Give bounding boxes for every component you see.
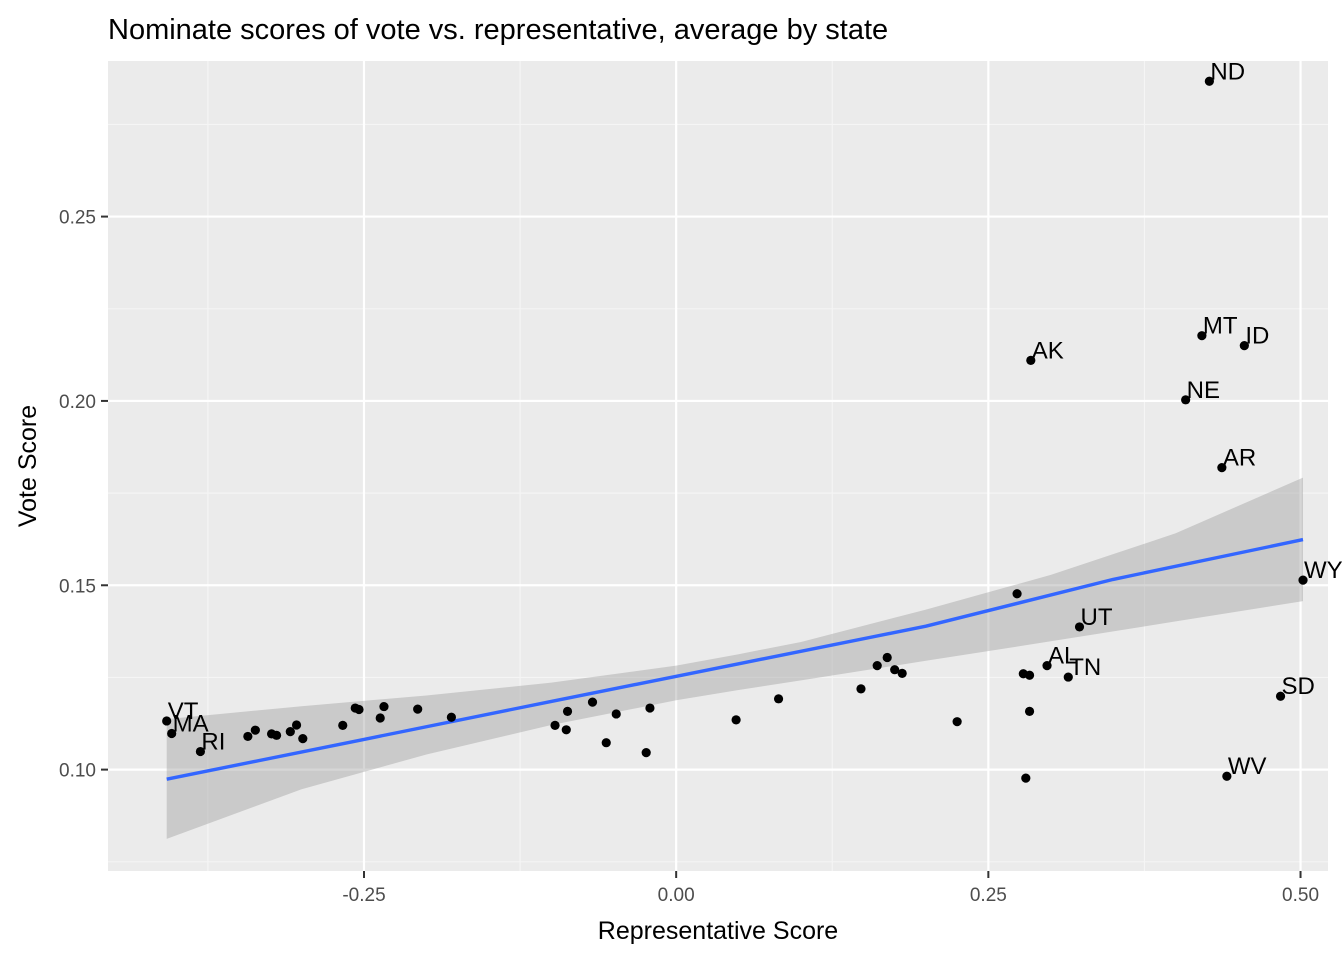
data-point — [952, 717, 962, 727]
x-axis-ticks: -0.25 0.00 0.25 0.50 — [342, 871, 1319, 906]
data-point — [1063, 672, 1073, 682]
data-point — [1074, 622, 1085, 632]
data-point — [338, 720, 348, 730]
data-points — [162, 76, 1308, 783]
data-point — [413, 704, 423, 714]
point-label: SD — [1282, 673, 1315, 700]
point-label: RI — [201, 729, 225, 756]
y-tick-label: 0.20 — [59, 392, 96, 413]
chart-title: Nominate scores of vote vs. representati… — [108, 14, 888, 46]
data-point — [271, 730, 282, 740]
data-point — [354, 704, 364, 715]
point-label: MT — [1203, 313, 1238, 340]
data-point — [890, 665, 900, 675]
y-tick-label: 0.25 — [59, 208, 96, 229]
confidence-band — [166, 477, 1304, 839]
point-label: ID — [1245, 323, 1269, 350]
y-axis-title: Vote Score — [14, 405, 42, 527]
data-point — [731, 715, 741, 725]
point-label: AK — [1032, 337, 1064, 364]
data-point — [1024, 706, 1035, 716]
data-point — [1275, 691, 1286, 701]
point-label: WV — [1228, 753, 1267, 780]
data-point — [561, 725, 571, 735]
x-axis-title: Representative Score — [598, 917, 838, 945]
data-point — [1204, 76, 1214, 86]
data-point — [1024, 670, 1035, 680]
data-point — [550, 720, 560, 730]
data-point — [1197, 331, 1207, 341]
data-point — [375, 713, 385, 723]
data-point — [1181, 395, 1191, 405]
data-point — [298, 734, 308, 744]
data-point — [162, 716, 172, 726]
data-point — [379, 701, 389, 712]
data-point — [611, 709, 621, 719]
y-axis-ticks: 0.10 0.15 0.20 0.25 — [59, 208, 108, 782]
data-point — [1217, 463, 1227, 473]
data-point — [1021, 773, 1031, 783]
point-label: NE — [1187, 377, 1220, 404]
x-tick-label: 0.00 — [658, 885, 695, 906]
data-point — [243, 731, 253, 742]
data-point — [773, 694, 784, 704]
data-point — [1012, 589, 1022, 599]
data-point — [195, 746, 206, 757]
major-gridlines — [108, 61, 1328, 871]
data-point — [601, 738, 611, 748]
x-tick-label: 0.25 — [970, 885, 1007, 906]
point-label: ND — [1210, 58, 1245, 85]
point-label: AR — [1223, 445, 1256, 472]
data-point — [562, 706, 573, 716]
y-tick-label: 0.10 — [59, 761, 96, 782]
y-tick-label: 0.15 — [59, 576, 96, 597]
data-point — [897, 668, 907, 678]
data-point — [856, 684, 866, 694]
fit-line — [166, 537, 1304, 781]
data-point — [645, 703, 655, 713]
data-point — [285, 727, 295, 737]
confidence-band-layer — [166, 477, 1304, 839]
data-point — [1239, 341, 1249, 351]
point-label: VT — [168, 698, 199, 725]
data-point — [1222, 771, 1232, 781]
data-point — [291, 720, 302, 730]
point-label: MA — [173, 710, 209, 737]
data-point — [167, 728, 177, 739]
data-point — [1298, 575, 1308, 585]
point-label: AL — [1048, 643, 1077, 670]
point-label: WY — [1304, 557, 1343, 584]
point-label: TN — [1069, 654, 1101, 681]
fit-line-layer — [166, 537, 1304, 781]
data-point — [587, 697, 598, 707]
point-label: UT — [1081, 604, 1113, 631]
data-point — [882, 652, 892, 663]
data-point — [250, 725, 260, 735]
minor-gridlines — [108, 61, 1328, 871]
x-tick-label: 0.50 — [1282, 885, 1319, 906]
data-point — [1026, 355, 1036, 365]
data-point — [641, 748, 651, 758]
plot-panel — [108, 61, 1328, 871]
x-tick-label: -0.25 — [342, 885, 385, 906]
data-point — [446, 712, 456, 722]
data-point — [1042, 661, 1052, 671]
data-point — [872, 661, 882, 671]
